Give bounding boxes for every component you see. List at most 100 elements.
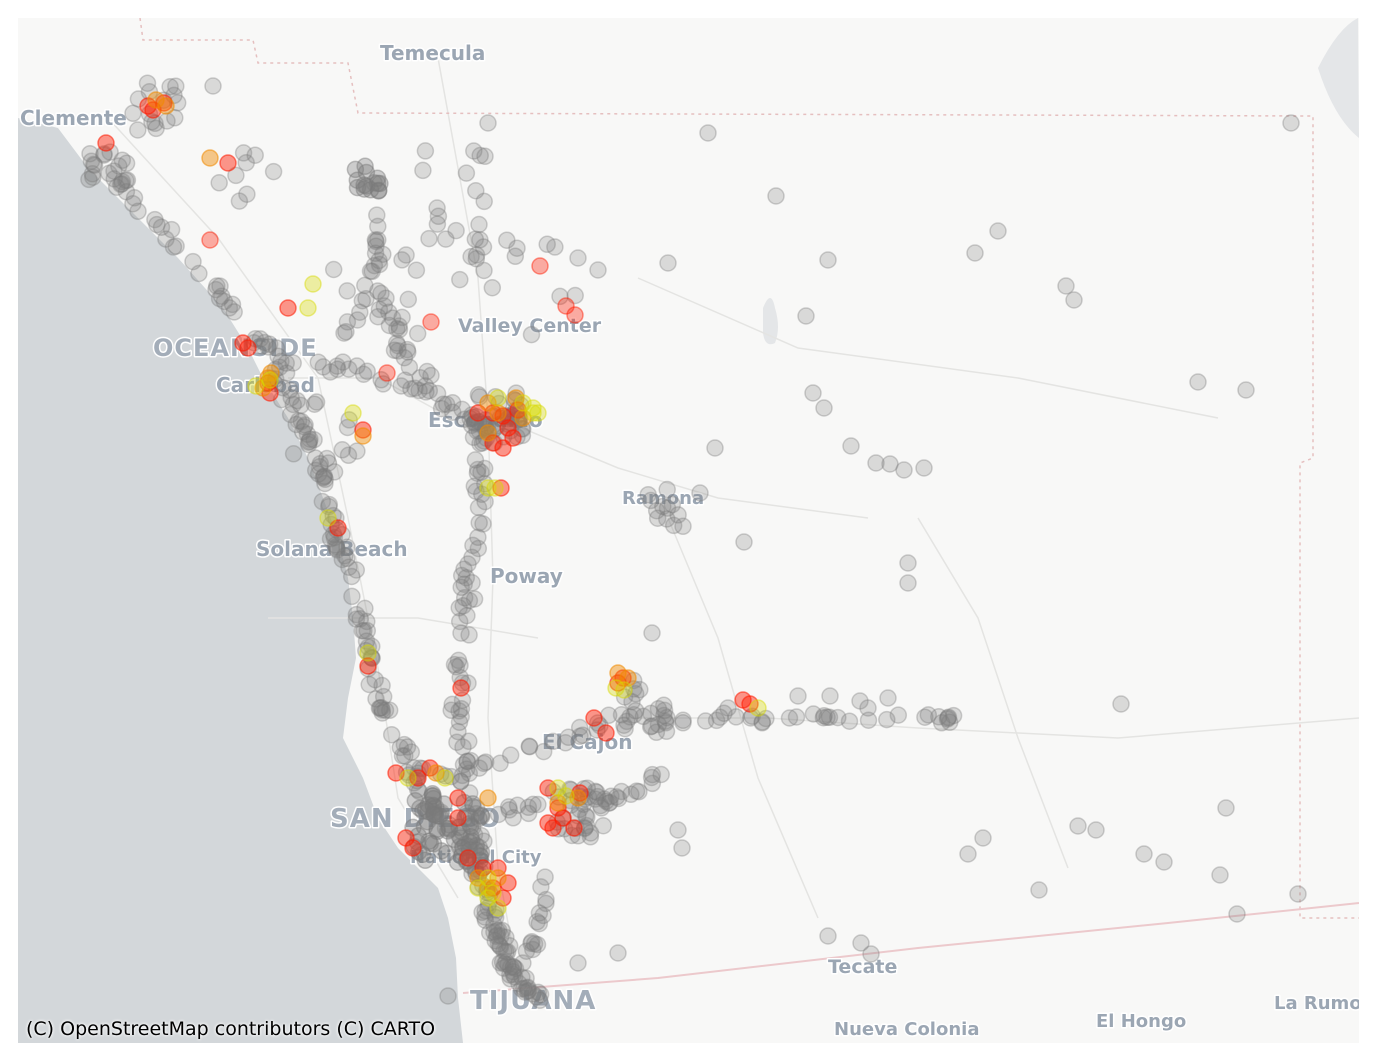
incident-point: [227, 166, 245, 185]
incident-point: [437, 230, 455, 248]
incident-point: [449, 789, 467, 807]
incident-point: [369, 307, 387, 326]
incident-point: [571, 727, 589, 746]
incident-point: [453, 823, 471, 841]
incident-point: [428, 820, 446, 838]
incident-point: [225, 303, 243, 321]
incident-point: [489, 859, 507, 877]
incident-point: [367, 232, 385, 251]
incident-point: [445, 655, 464, 674]
incident-point: [389, 336, 407, 355]
place-label-solana-beach: Solana Beach: [256, 537, 408, 561]
incident-point: [524, 985, 542, 1003]
incident-point: [393, 747, 412, 765]
incident-point: [410, 381, 428, 400]
ocean: [18, 118, 463, 1043]
incident-point: [355, 180, 374, 198]
incident-point: [406, 379, 424, 397]
incident-point: [373, 704, 392, 722]
incident-point: [439, 822, 457, 840]
incident-point: [815, 399, 833, 417]
incident-point: [399, 343, 417, 361]
incident-point: [455, 589, 474, 607]
incident-point: [452, 679, 470, 697]
incident-point: [146, 114, 164, 133]
incident-point: [428, 215, 447, 233]
incident-point: [621, 708, 639, 726]
incident-point: [479, 899, 497, 917]
incident-point: [293, 423, 312, 441]
incident-point: [464, 797, 482, 816]
incident-point: [157, 97, 175, 115]
incident-point: [239, 339, 257, 357]
incident-point: [467, 836, 486, 855]
incident-point: [674, 711, 692, 730]
incident-point: [643, 624, 661, 642]
incident-point: [85, 156, 104, 174]
incident-point: [595, 790, 614, 808]
incident-point: [117, 182, 136, 201]
incident-point: [107, 178, 126, 196]
incident-point: [147, 91, 165, 109]
incident-point: [369, 282, 387, 300]
incident-point: [416, 851, 435, 870]
incident-point: [161, 78, 179, 96]
incident-point: [467, 246, 486, 264]
incident-point: [488, 926, 507, 944]
incident-point: [565, 819, 583, 837]
incident-point: [517, 942, 536, 960]
incident-point: [618, 712, 636, 731]
incident-point: [353, 291, 372, 310]
incident-point: [95, 145, 113, 163]
incident-point: [501, 970, 520, 988]
incident-point: [281, 405, 300, 424]
incident-point: [129, 90, 148, 108]
incident-point: [706, 439, 724, 457]
incident-point: [504, 957, 523, 976]
incident-point: [399, 290, 418, 309]
incident-point: [466, 413, 484, 432]
incident-point: [434, 395, 453, 413]
incident-point: [424, 835, 443, 853]
incident-point: [493, 921, 512, 940]
incident-point: [167, 77, 185, 95]
map-canvas[interactable]: Temecula Clemente OCEANSIDE Carlsbad Val…: [18, 18, 1359, 1043]
incident-point: [467, 804, 485, 823]
incident-point: [500, 937, 519, 955]
incident-point: [475, 832, 493, 850]
incident-point: [919, 706, 938, 724]
incident-point: [306, 461, 325, 480]
incident-point: [899, 554, 917, 572]
incident-point: [281, 381, 299, 399]
incident-point: [298, 425, 317, 444]
incident-point: [324, 260, 343, 279]
place-label-san-diego: SAN DIEGO: [330, 804, 501, 834]
incident-point: [757, 709, 775, 728]
incident-point: [767, 187, 785, 205]
incident-point: [418, 362, 436, 381]
incident-point: [373, 701, 391, 719]
incident-point: [499, 955, 517, 974]
incident-point: [347, 610, 366, 628]
incident-point: [486, 908, 505, 927]
incident-point: [609, 944, 627, 962]
incident-point: [878, 710, 896, 729]
incident-point: [469, 879, 487, 897]
incident-point: [304, 275, 322, 293]
incident-point: [264, 162, 283, 181]
incident-point: [470, 513, 488, 532]
incident-point: [288, 391, 306, 410]
incident-point: [488, 921, 506, 940]
incident-point: [376, 701, 395, 719]
incident-point: [512, 980, 531, 998]
incident-point: [657, 722, 676, 741]
incident-point: [215, 292, 234, 311]
incident-point: [84, 168, 102, 186]
incident-point: [600, 794, 618, 812]
incident-point: [524, 940, 542, 959]
incident-point: [484, 404, 502, 422]
incident-point: [959, 845, 977, 863]
incident-point: [460, 626, 478, 644]
incident-point: [287, 415, 305, 434]
incident-point: [117, 171, 135, 190]
